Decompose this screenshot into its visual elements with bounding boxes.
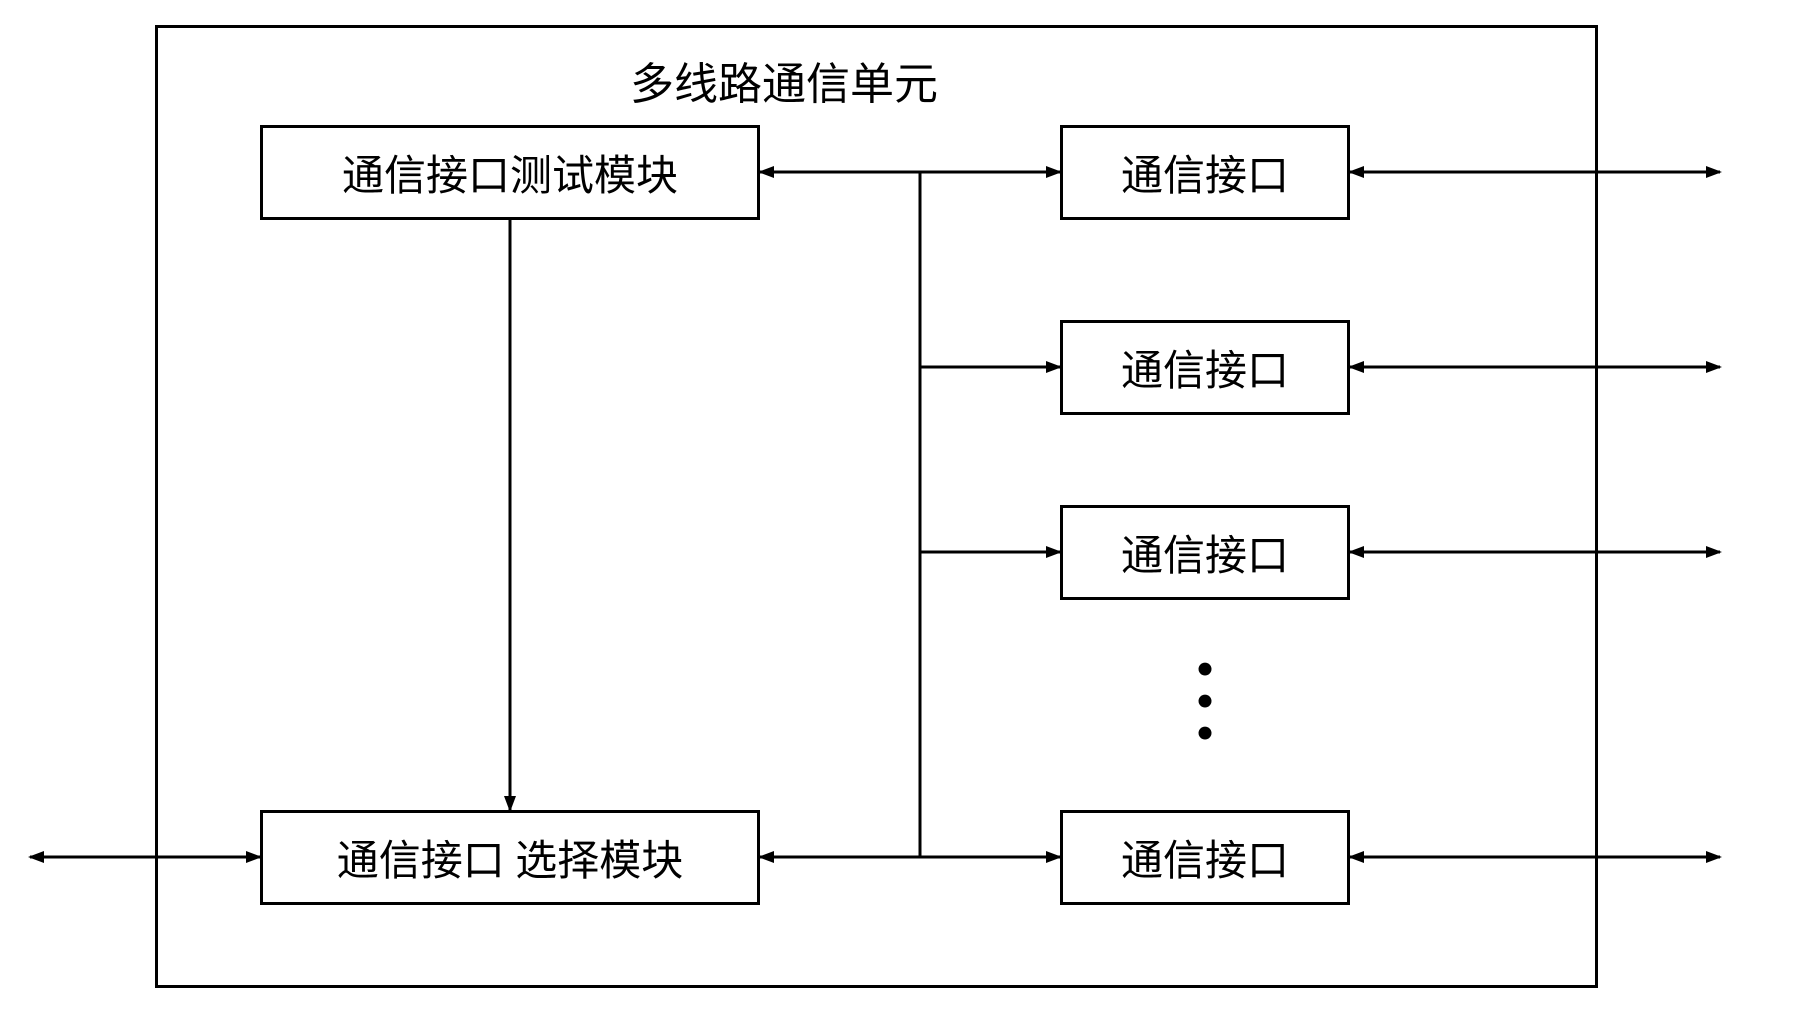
- node-label: 通信接口: [1121, 827, 1289, 888]
- node-label: 通信接口: [1121, 522, 1289, 583]
- node-interface-2: 通信接口: [1060, 320, 1350, 415]
- unit-title: 多线路通信单元: [630, 48, 938, 112]
- node-interface-3: 通信接口: [1060, 505, 1350, 600]
- diagram-container: 多线路通信单元 通信接口测试模块 通信接口 选择模块 通信接口 通信接口 通信接…: [0, 0, 1818, 1012]
- node-label: 通信接口测试模块: [342, 142, 678, 203]
- node-label: 通信接口: [1121, 142, 1289, 203]
- ellipsis-dots: • • •: [1195, 665, 1215, 739]
- node-label: 通信接口: [1121, 337, 1289, 398]
- node-test-module: 通信接口测试模块: [260, 125, 760, 220]
- node-interface-1: 通信接口: [1060, 125, 1350, 220]
- node-label: 通信接口 选择模块: [337, 827, 684, 888]
- node-select-module: 通信接口 选择模块: [260, 810, 760, 905]
- node-interface-4: 通信接口: [1060, 810, 1350, 905]
